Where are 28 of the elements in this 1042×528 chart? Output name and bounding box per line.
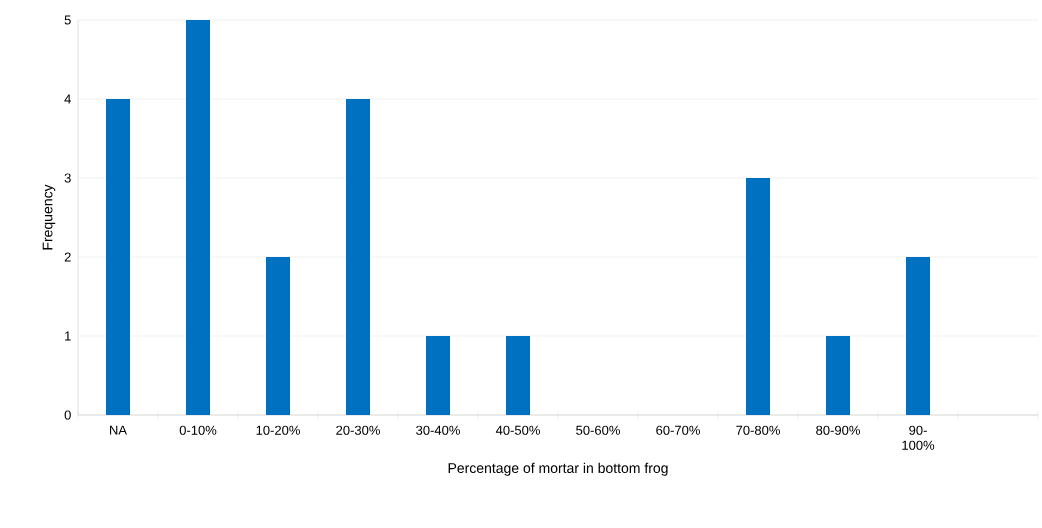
- y-axis-title: Frequency: [42, 184, 56, 250]
- y-tick-label: 1: [65, 331, 71, 341]
- x-tick-label: 60-70%: [656, 425, 700, 435]
- bar: [746, 178, 771, 415]
- bar: [106, 99, 130, 415]
- bar: [426, 336, 450, 415]
- x-tick-label: 20-30%: [336, 425, 380, 435]
- y-tick-label: 3: [64, 173, 71, 183]
- bar: [826, 336, 850, 415]
- y-tick-label: 4: [64, 94, 71, 104]
- bar: [506, 336, 530, 415]
- x-axis-title: Percentage of mortar in bottom frog: [448, 462, 668, 476]
- bar: [186, 20, 210, 415]
- y-tick-label: 0: [64, 410, 71, 420]
- x-tick-label: 10-20%: [256, 425, 300, 435]
- x-tick-label: 40-50%: [495, 425, 540, 435]
- bar: [346, 99, 370, 415]
- x-tick-label: 30-40%: [416, 425, 460, 435]
- y-tick-label: 5: [64, 15, 71, 25]
- x-tick-label: NA: [110, 425, 127, 435]
- bar: [906, 257, 931, 415]
- x-tick-label: 80-90%: [816, 425, 860, 435]
- x-tick-label: 70-80%: [736, 425, 780, 435]
- y-tick-label: 2: [64, 252, 71, 262]
- x-tick-label: 0-10%: [179, 425, 217, 435]
- x-tick-label: 50-60%: [576, 425, 620, 435]
- bar: [266, 257, 290, 415]
- x-tick-label: 90-100%: [902, 425, 935, 450]
